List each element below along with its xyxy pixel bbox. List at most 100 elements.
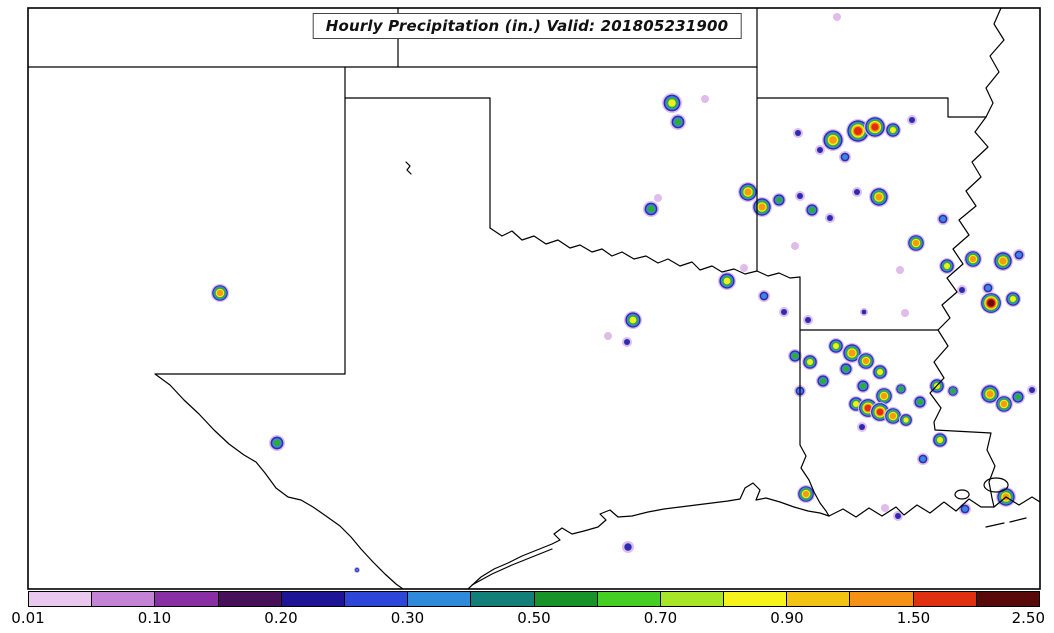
colorbar-tick-label: 0.30 bbox=[390, 609, 425, 627]
precip-cell-ring bbox=[761, 293, 767, 299]
precip-cell-ring bbox=[877, 369, 883, 375]
precip-cell-ring bbox=[937, 437, 943, 443]
precip-cell-ring bbox=[848, 349, 856, 357]
coastline-texas bbox=[467, 482, 830, 589]
precip-cell-ring bbox=[871, 123, 879, 131]
colorbar-segment bbox=[724, 592, 788, 606]
colorbar-tick-label: 0.50 bbox=[517, 609, 551, 627]
precip-cell-ring bbox=[962, 506, 968, 512]
map-title: Hourly Precipitation (in.) Valid: 201805… bbox=[312, 13, 742, 39]
precip-cell-ring bbox=[889, 412, 897, 420]
colorbar-tick-label: 1.50 bbox=[896, 609, 931, 627]
precip-cell-ring bbox=[744, 188, 752, 196]
precip-cell-ring bbox=[802, 490, 810, 498]
precip-cell-ring bbox=[629, 316, 637, 324]
panhandle-river-squiggle bbox=[405, 161, 412, 175]
precip-cell-ring bbox=[781, 309, 787, 315]
precip-cell-ring bbox=[853, 401, 859, 407]
precip-cell-ring bbox=[843, 366, 849, 372]
barrier-island-1 bbox=[985, 522, 1005, 528]
colorbar-segment bbox=[408, 592, 472, 606]
colorbar-segment bbox=[850, 592, 914, 606]
precip-cell-ring bbox=[809, 207, 815, 213]
precip-cell-ring bbox=[985, 285, 991, 291]
precip-cell-ring bbox=[987, 299, 995, 307]
precip-cell-ring bbox=[273, 439, 281, 447]
precip-cell-ring bbox=[1000, 400, 1008, 408]
border-mo-ar-bootheel bbox=[756, 97, 987, 118]
colorbar-tick-labels: 0.01 0.10 0.20 0.30 0.50 0.70 0.90 1.50 2.50 bbox=[11, 609, 1045, 631]
precip-cell-ring bbox=[912, 239, 920, 247]
colorbar-tick-label: 2.50 bbox=[1011, 609, 1046, 627]
colorbar-segment bbox=[29, 592, 93, 606]
colorbar-tick-label: 0.70 bbox=[643, 609, 678, 627]
precip-cell-ring bbox=[604, 332, 612, 340]
colorbar-segment bbox=[92, 592, 156, 606]
precip-cell-ring bbox=[355, 568, 359, 572]
border-nm-tx-south-rio-grande bbox=[154, 373, 404, 589]
colorbar-segment bbox=[281, 592, 345, 606]
precip-cell-ring bbox=[820, 378, 826, 384]
precip-cell-ring bbox=[854, 127, 862, 135]
precip-cell-ring bbox=[1015, 394, 1021, 400]
precip-cell-ring bbox=[805, 317, 811, 323]
precip-cell-ring bbox=[795, 130, 801, 136]
precip-cell-ring bbox=[881, 504, 889, 512]
precip-cell-ring bbox=[1016, 252, 1022, 258]
border-red-river bbox=[489, 227, 801, 279]
colorbar-segment bbox=[218, 592, 282, 606]
precip-cell-ring bbox=[898, 386, 904, 392]
colorbar-segment bbox=[597, 592, 661, 606]
lake-pontchartrain bbox=[983, 477, 1009, 493]
precip-cell-ring bbox=[833, 343, 839, 349]
precip-cell-ring bbox=[776, 197, 782, 203]
precip-cell-ring bbox=[723, 277, 731, 285]
colorbar-tick-label: 0.90 bbox=[770, 609, 804, 627]
precip-cell-ring bbox=[864, 404, 872, 412]
precip-cell-ring bbox=[854, 189, 860, 195]
colorbar-segment bbox=[913, 592, 977, 606]
precip-cell-ring bbox=[901, 309, 909, 317]
precipitation-cells bbox=[211, 13, 1037, 573]
precip-cell-ring bbox=[944, 263, 950, 269]
map-frame bbox=[27, 7, 1041, 590]
precip-cell-ring bbox=[862, 357, 870, 365]
precip-cell-ring bbox=[1010, 296, 1016, 302]
precip-cell-ring bbox=[903, 417, 909, 423]
precip-cell-ring bbox=[833, 13, 841, 21]
precip-cell-ring bbox=[999, 257, 1007, 265]
colorbar-segment bbox=[660, 592, 725, 606]
precip-cell-ring bbox=[861, 309, 867, 315]
precip-cell-ring bbox=[701, 95, 709, 103]
precip-cell-ring bbox=[807, 359, 813, 365]
precip-cell-ring bbox=[674, 118, 682, 126]
colorbar-segment bbox=[976, 592, 1039, 606]
lake-small bbox=[954, 489, 970, 500]
precip-cell-ring bbox=[792, 353, 798, 359]
precip-cell-ring bbox=[959, 287, 965, 293]
precip-cell-ring bbox=[740, 264, 748, 272]
precip-cell-ring bbox=[668, 99, 676, 107]
precip-cell-ring bbox=[647, 205, 655, 213]
colorbar-tick-label: 0.01 bbox=[11, 609, 45, 627]
precip-cell-ring bbox=[758, 203, 766, 211]
precip-cell-ring bbox=[827, 215, 833, 221]
colorbar-segment bbox=[534, 592, 598, 606]
precip-cell-ring bbox=[986, 390, 994, 398]
state-borders bbox=[28, 8, 1040, 589]
precip-cell-ring bbox=[624, 339, 630, 345]
colorbar-tick-label: 0.20 bbox=[264, 609, 298, 627]
precip-cell-ring bbox=[917, 399, 923, 405]
colorbar-tick-label: 0.10 bbox=[137, 609, 172, 627]
colorbar bbox=[28, 591, 1040, 607]
precip-cell-ring bbox=[829, 136, 837, 144]
precip-cell-ring bbox=[1029, 387, 1035, 393]
precip-cell-ring bbox=[842, 154, 848, 160]
river-mississippi-north bbox=[985, 8, 1005, 118]
precip-cell-ring bbox=[817, 147, 823, 153]
barrier-island-2 bbox=[1009, 517, 1027, 523]
precip-cell-ring bbox=[909, 117, 915, 123]
colorbar-segment bbox=[155, 592, 219, 606]
